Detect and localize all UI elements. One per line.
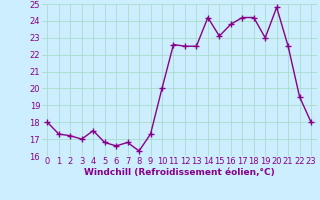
X-axis label: Windchill (Refroidissement éolien,°C): Windchill (Refroidissement éolien,°C)	[84, 168, 275, 177]
